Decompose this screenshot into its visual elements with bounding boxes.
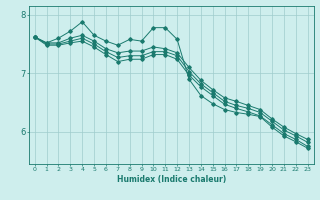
X-axis label: Humidex (Indice chaleur): Humidex (Indice chaleur): [116, 175, 226, 184]
